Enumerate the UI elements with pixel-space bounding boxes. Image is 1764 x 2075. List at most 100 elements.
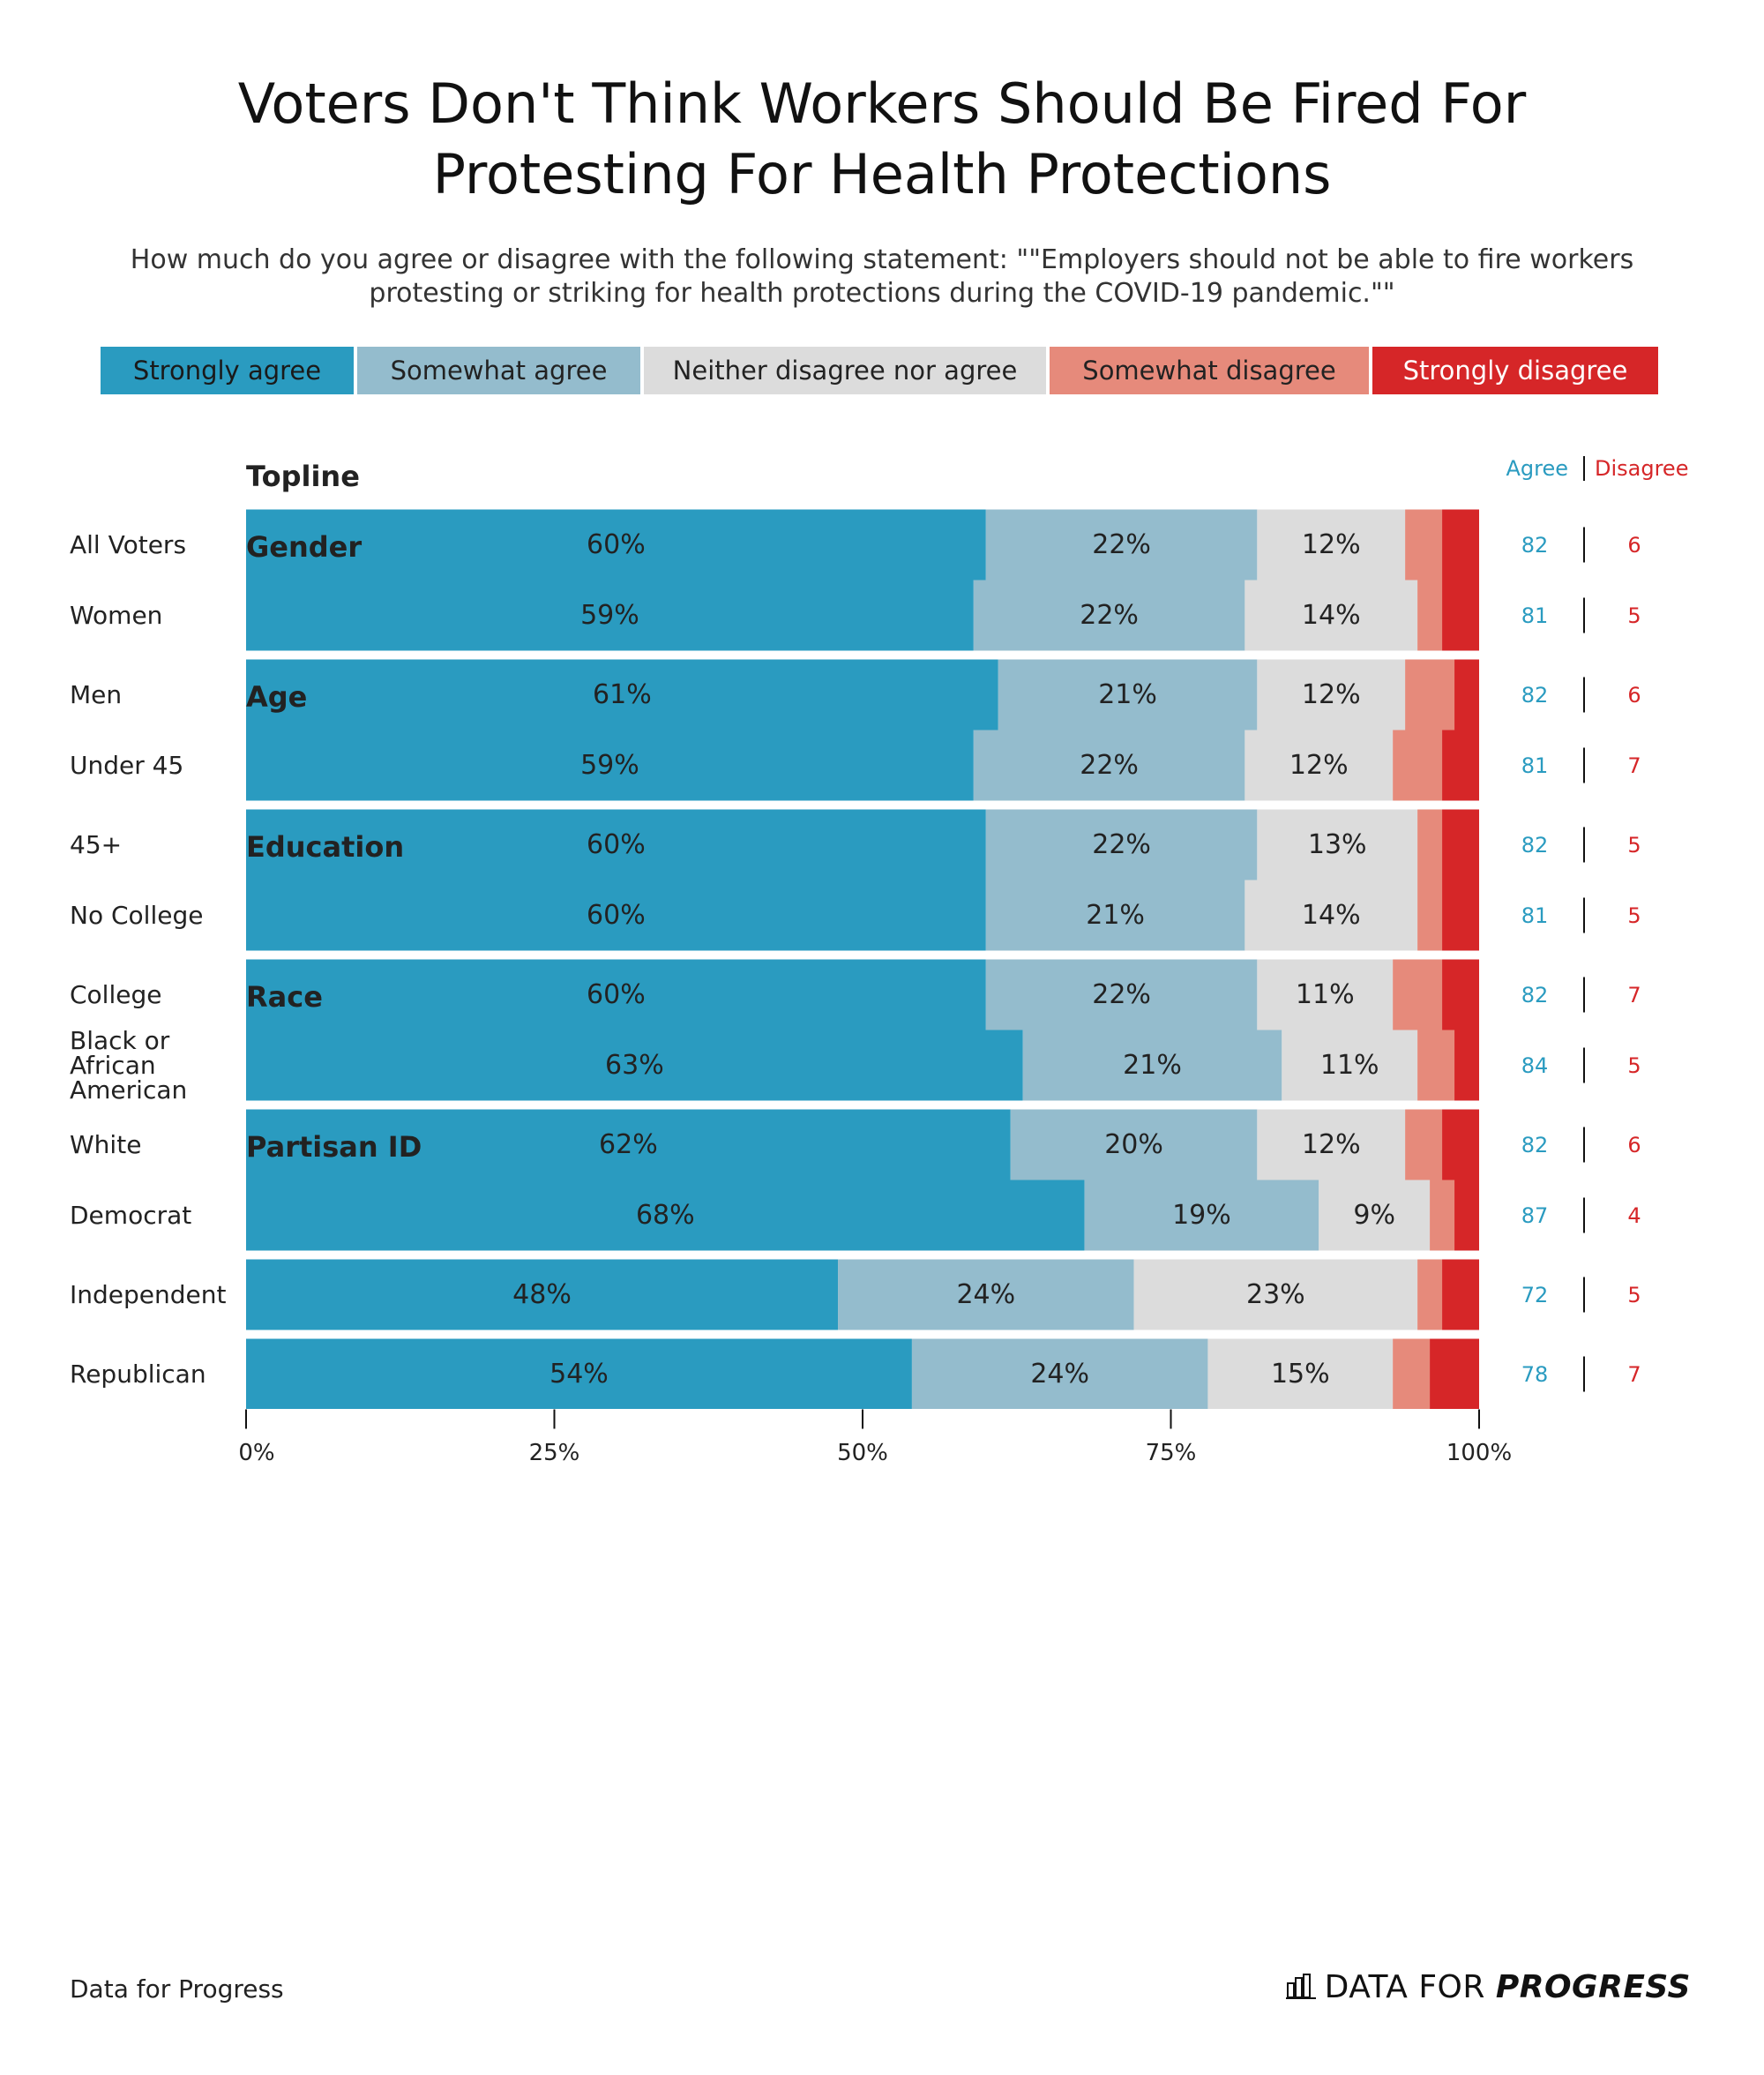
disagree-total: 4 xyxy=(1627,1202,1641,1228)
disagree-total: 5 xyxy=(1627,832,1641,858)
value-label: 24% xyxy=(1030,1358,1090,1390)
logo-text: DATA FOR xyxy=(1324,1969,1485,2005)
value-label: 15% xyxy=(1270,1358,1330,1390)
value-label: 24% xyxy=(956,1278,1016,1310)
bar-segment xyxy=(1417,580,1443,651)
bar-segment xyxy=(985,509,1258,581)
disagree-total: 7 xyxy=(1627,753,1641,778)
bar-segment xyxy=(1442,509,1479,581)
x-tick-label: 25% xyxy=(528,1439,580,1466)
logo-icon xyxy=(1285,1974,1316,1999)
bar-segment xyxy=(1133,1259,1418,1330)
legend-item: Strongly agree xyxy=(101,347,354,394)
value-label: 21% xyxy=(1086,899,1145,931)
legend: Strongly agree Somewhat agree Neither disa… xyxy=(101,347,1662,394)
bar-segment xyxy=(1442,959,1479,1030)
disagree-total: 5 xyxy=(1627,1052,1641,1078)
bar-segment xyxy=(246,730,974,801)
bar-segment xyxy=(838,1259,1134,1330)
bar-segment xyxy=(1417,1259,1443,1330)
value-label: 22% xyxy=(1080,599,1139,631)
bar-segment xyxy=(985,959,1258,1030)
group-heading: Age xyxy=(246,680,308,714)
row-label: College xyxy=(70,979,162,1009)
disagree-total: 7 xyxy=(1627,982,1641,1008)
bar-segment xyxy=(246,580,974,651)
agree-total: 82 xyxy=(1521,832,1549,858)
bar-segment xyxy=(1405,1109,1443,1180)
agree-total: 84 xyxy=(1521,1052,1549,1078)
bar-segment xyxy=(1405,509,1443,581)
disagree-total: 6 xyxy=(1627,532,1641,558)
value-label: 11% xyxy=(1295,978,1355,1010)
bar-segment xyxy=(1084,1180,1319,1251)
value-label: 60% xyxy=(587,528,646,560)
value-label: 22% xyxy=(1092,978,1151,1010)
agree-header: Agree xyxy=(1506,456,1568,481)
disagree-total: 6 xyxy=(1627,682,1641,708)
value-label: 22% xyxy=(1092,528,1151,560)
logo-emphasis: PROGRESS xyxy=(1495,1969,1691,2005)
bar-segment xyxy=(1393,1338,1431,1410)
bar-segment xyxy=(1417,809,1443,880)
value-label: 12% xyxy=(1301,1128,1361,1160)
row-label: Under 45 xyxy=(70,750,184,780)
bar-segment xyxy=(246,1338,912,1410)
agree-total: 82 xyxy=(1521,982,1549,1008)
bar-segment xyxy=(1207,1338,1394,1410)
group-heading: Race xyxy=(246,980,323,1014)
bar-segment xyxy=(246,959,986,1030)
agree-total: 81 xyxy=(1521,903,1549,928)
value-label: 11% xyxy=(1319,1049,1379,1081)
bar-segment xyxy=(1393,730,1443,801)
agree-total: 81 xyxy=(1521,603,1549,628)
bar-segment xyxy=(1417,1030,1455,1101)
value-label: 60% xyxy=(587,899,646,931)
bar-segment xyxy=(1393,959,1443,1030)
x-tick-label: 50% xyxy=(837,1439,888,1466)
bar-segment xyxy=(1454,1030,1479,1101)
bar-segment xyxy=(1010,1109,1258,1180)
bar-segment xyxy=(1442,580,1479,651)
value-label: 59% xyxy=(580,749,639,781)
bar-segment xyxy=(246,509,986,581)
row-label: Women xyxy=(70,600,163,630)
bar-segment xyxy=(985,809,1258,880)
bar-segment xyxy=(1257,809,1418,880)
value-label: 60% xyxy=(587,978,646,1010)
bar-segment xyxy=(1245,880,1418,951)
bar-segment xyxy=(1442,880,1479,951)
value-label: 63% xyxy=(605,1049,664,1081)
bar-segment xyxy=(985,880,1245,951)
disagree-total: 5 xyxy=(1627,1282,1641,1307)
agree-total: 81 xyxy=(1521,753,1549,778)
agree-total: 78 xyxy=(1521,1361,1549,1387)
row-label: White xyxy=(70,1129,142,1159)
bar-segment xyxy=(1022,1030,1282,1101)
row-label: 45+ xyxy=(70,829,123,859)
bar-segment xyxy=(1454,1180,1479,1251)
value-label: 54% xyxy=(549,1358,609,1390)
bar-segment xyxy=(911,1338,1208,1410)
bar-segment xyxy=(1245,580,1418,651)
bar-segment xyxy=(1442,1109,1479,1180)
value-label: 61% xyxy=(593,678,652,710)
value-label: 12% xyxy=(1301,678,1361,710)
bar-segment xyxy=(1405,659,1455,730)
group-heading: Partisan ID xyxy=(246,1130,422,1164)
disagree-header: Disagree xyxy=(1595,456,1689,481)
bar-segment xyxy=(1319,1180,1431,1251)
bar-segment xyxy=(246,1259,839,1330)
bar-segment xyxy=(1257,1109,1406,1180)
bar-segment xyxy=(1257,959,1394,1030)
source: Data for Progress xyxy=(70,1974,284,2004)
bar-segment xyxy=(1430,1338,1479,1410)
bar-segment xyxy=(1442,809,1479,880)
value-label: 19% xyxy=(1172,1199,1231,1231)
bar-segment xyxy=(246,659,998,730)
value-label: 20% xyxy=(1104,1128,1163,1160)
group-heading: Education xyxy=(246,830,405,864)
bar-segment xyxy=(998,659,1258,730)
disagree-total: 5 xyxy=(1627,603,1641,628)
